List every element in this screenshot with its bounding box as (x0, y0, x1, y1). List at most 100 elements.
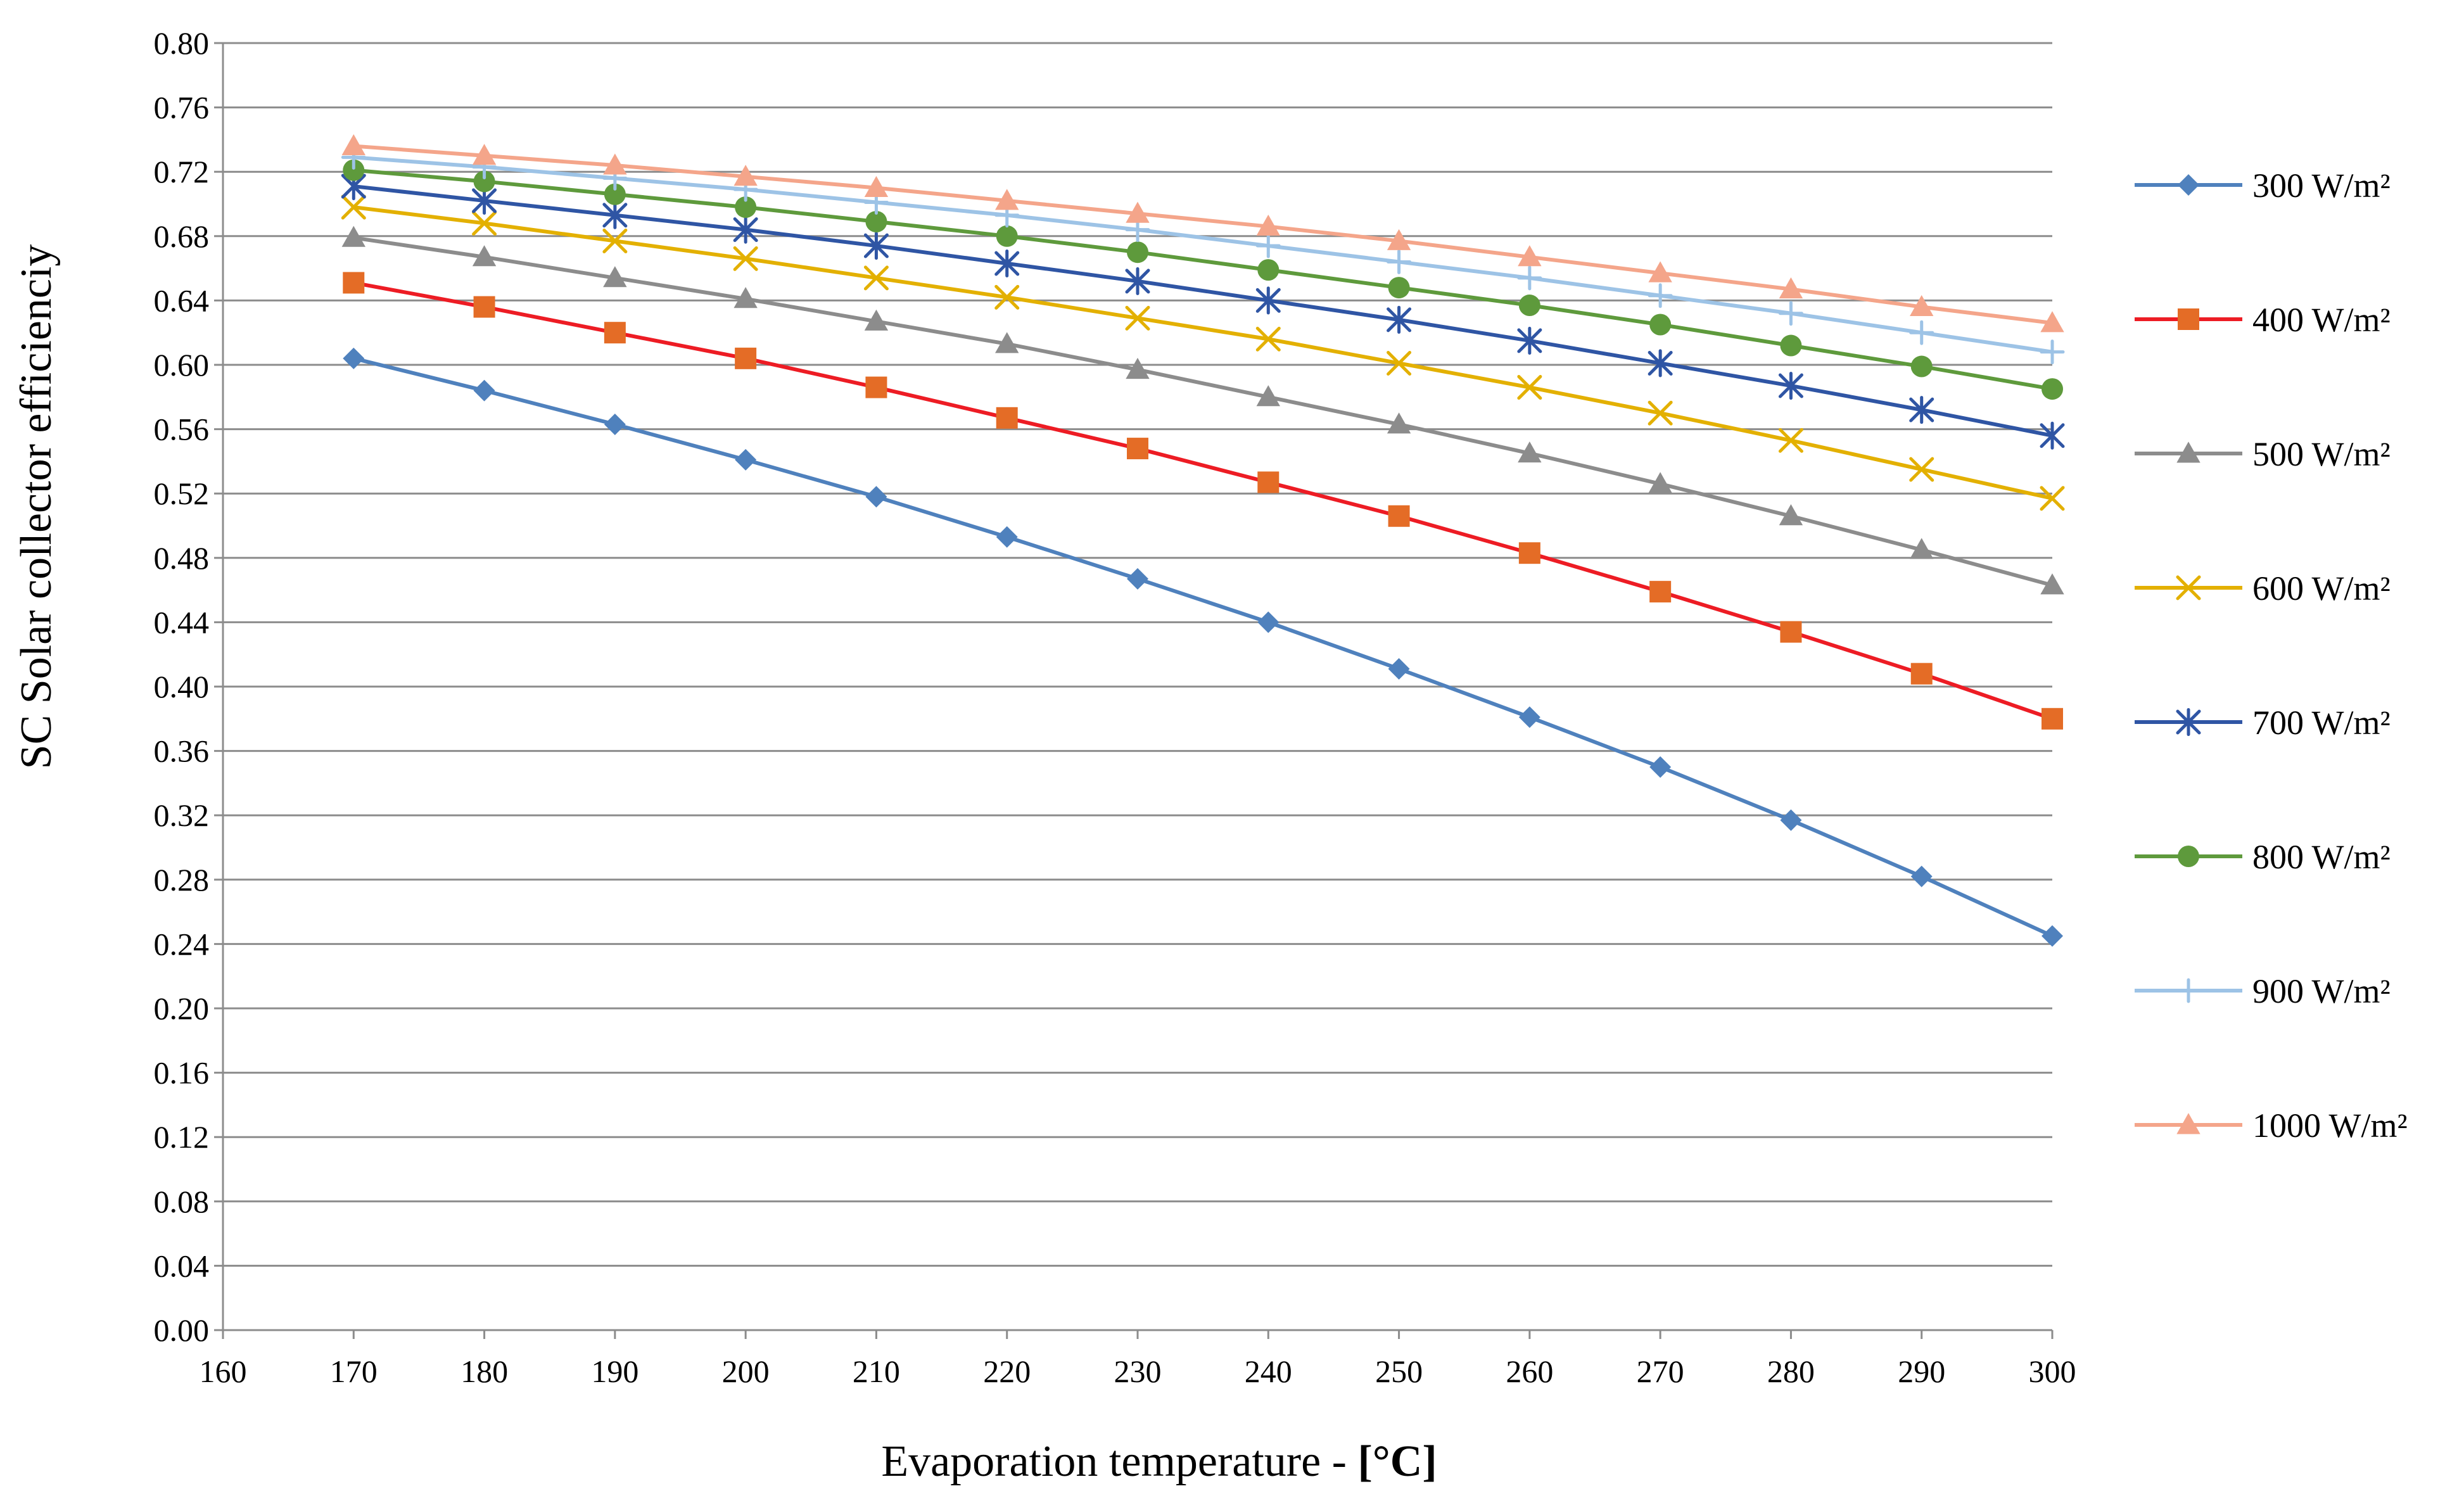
legend-item-800: 800 W/m² (2135, 838, 2391, 876)
data-point-800-190 (604, 183, 626, 205)
data-point-400-270 (1649, 581, 1672, 603)
x-axis-title: Evaporation temperature - [°C] (881, 1437, 1437, 1486)
data-point-500-200 (733, 287, 758, 308)
y-tick-label: 0.56 (154, 412, 210, 447)
data-point-400-240 (1257, 471, 1280, 493)
data-point-1000-260 (1518, 245, 1542, 267)
y-tick-label: 0.16 (154, 1055, 210, 1091)
data-point-500-270 (1648, 472, 1672, 493)
data-point-400-190 (604, 322, 626, 344)
legend-marker (2176, 1113, 2200, 1134)
data-point-700-260 (1517, 326, 1542, 355)
data-point-500-240 (1256, 385, 1280, 407)
data-point-500-180 (472, 245, 497, 267)
data-point-500-290 (1910, 538, 1934, 559)
x-tick-label: 240 (1245, 1354, 1292, 1389)
data-point-300-190 (604, 413, 626, 435)
x-tick-label: 300 (2029, 1354, 2076, 1389)
data-point-600-230 (1125, 305, 1150, 331)
data-point-300-200 (735, 448, 757, 471)
data-point-800-180 (473, 170, 495, 193)
data-point-400-260 (1518, 542, 1540, 564)
y-tick-label: 0.00 (154, 1312, 210, 1348)
series-700-wm2 (341, 172, 2065, 450)
data-point-300-170 (343, 347, 365, 369)
data-point-700-180 (472, 186, 497, 215)
x-tick-label: 270 (1637, 1354, 1684, 1389)
data-point-600-250 (1387, 350, 1412, 376)
data-point-800-230 (1127, 241, 1148, 263)
data-point-600-280 (1778, 428, 1803, 453)
data-point-1000-230 (1126, 201, 1150, 223)
series-line-700 (353, 184, 2053, 438)
legend-label: 1000 W/m² (2252, 1107, 2408, 1145)
y-tick-label: 0.80 (154, 25, 210, 61)
legend-marker (2178, 308, 2199, 330)
data-point-900-270 (1648, 283, 1673, 308)
data-point-1000-290 (1910, 295, 1934, 317)
y-tick-label: 0.60 (154, 347, 210, 383)
data-point-300-220 (996, 526, 1018, 548)
x-tick-label: 280 (1767, 1354, 1815, 1389)
legend-label: 400 W/m² (2252, 301, 2391, 339)
series-600-wm2 (341, 194, 2065, 511)
data-point-900-260 (1517, 265, 1542, 291)
data-point-600-260 (1517, 375, 1542, 400)
data-point-600-240 (1255, 326, 1281, 352)
legend-item-1000: 1000 W/m² (2135, 1107, 2408, 1145)
data-point-700-270 (1648, 349, 1673, 378)
data-point-500-300 (2040, 573, 2064, 595)
x-tick-label: 210 (853, 1354, 900, 1389)
y-tick-label: 0.12 (154, 1119, 210, 1155)
data-point-700-210 (863, 231, 889, 260)
data-point-700-220 (994, 249, 1020, 278)
legend-marker (2176, 707, 2201, 737)
data-point-1000-250 (1387, 229, 1411, 250)
legend-marker (2176, 575, 2201, 600)
data-point-300-270 (1649, 756, 1672, 778)
x-tick-labels: 160 170 180 190 200 210 220 230 240 250 260 270 280 2… (200, 1354, 2076, 1389)
data-point-900-300 (2040, 339, 2065, 365)
data-point-700-300 (2040, 421, 2065, 450)
data-point-1000-300 (2040, 311, 2064, 333)
series-line-400 (353, 281, 2053, 721)
data-point-500-190 (603, 266, 627, 288)
data-point-700-230 (1125, 267, 1150, 295)
data-point-700-240 (1255, 286, 1281, 315)
data-point-500-210 (864, 309, 889, 331)
data-point-500-260 (1518, 441, 1542, 463)
y-tick-label: 0.68 (154, 219, 210, 254)
x-tick-label: 200 (722, 1354, 770, 1389)
legend-item-300: 300 W/m² (2135, 167, 2391, 205)
data-point-400-210 (865, 376, 887, 398)
data-point-400-170 (343, 272, 365, 294)
data-point-800-270 (1649, 314, 1672, 336)
legend-item-500: 500 W/m² (2135, 435, 2391, 473)
legend-item-400: 400 W/m² (2135, 301, 2391, 339)
data-point-1000-180 (472, 144, 497, 165)
data-point-400-220 (996, 407, 1018, 429)
y-tick-label: 0.76 (154, 90, 210, 125)
data-point-600-220 (994, 284, 1020, 310)
y-tick-label: 0.52 (154, 476, 210, 511)
series-900-wm2 (341, 144, 2065, 365)
data-point-500-250 (1387, 412, 1411, 434)
legend-marker (2178, 846, 2199, 867)
data-point-300-210 (865, 486, 887, 508)
data-point-1000-280 (1779, 277, 1803, 299)
data-point-700-190 (602, 201, 628, 229)
y-tick-label: 0.36 (154, 733, 210, 769)
x-tick-label: 180 (460, 1354, 508, 1389)
data-point-900-240 (1255, 233, 1281, 258)
data-point-600-190 (602, 228, 628, 253)
legend-marker (2176, 441, 2200, 463)
y-tick-label: 0.24 (154, 926, 210, 961)
data-point-700-250 (1387, 305, 1412, 334)
data-point-300-240 (1257, 611, 1280, 633)
data-point-300-300 (2042, 925, 2063, 947)
legend-label: 900 W/m² (2252, 972, 2391, 1010)
series-800-wm2 (343, 159, 2063, 400)
data-point-500-280 (1779, 504, 1803, 526)
legend-item-900: 900 W/m² (2135, 972, 2391, 1010)
data-point-800-250 (1388, 277, 1410, 299)
